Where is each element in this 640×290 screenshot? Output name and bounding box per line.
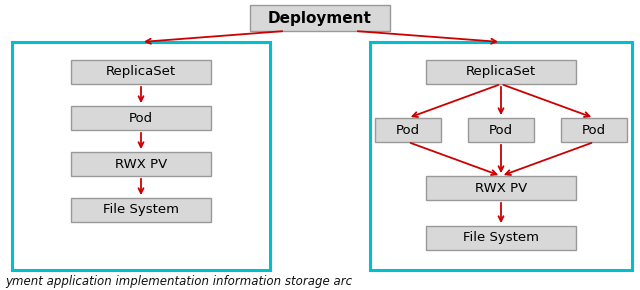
FancyBboxPatch shape: [375, 118, 441, 142]
Text: Pod: Pod: [489, 124, 513, 137]
Text: yment application implementation information storage arc: yment application implementation informa…: [5, 276, 352, 289]
FancyBboxPatch shape: [71, 198, 211, 222]
Text: ReplicaSet: ReplicaSet: [106, 66, 176, 79]
FancyBboxPatch shape: [250, 5, 390, 31]
FancyBboxPatch shape: [71, 60, 211, 84]
FancyBboxPatch shape: [71, 106, 211, 130]
Text: RWX PV: RWX PV: [475, 182, 527, 195]
Text: File System: File System: [463, 231, 539, 244]
FancyBboxPatch shape: [426, 176, 576, 200]
Bar: [370, 42, 632, 270]
FancyBboxPatch shape: [561, 118, 627, 142]
Bar: [12, 42, 270, 270]
FancyBboxPatch shape: [468, 118, 534, 142]
Text: Pod: Pod: [582, 124, 606, 137]
FancyBboxPatch shape: [71, 152, 211, 176]
Text: Deployment: Deployment: [268, 10, 372, 26]
Text: Pod: Pod: [129, 111, 153, 124]
Text: Pod: Pod: [396, 124, 420, 137]
Text: RWX PV: RWX PV: [115, 157, 167, 171]
Text: ReplicaSet: ReplicaSet: [466, 66, 536, 79]
FancyBboxPatch shape: [426, 60, 576, 84]
Text: File System: File System: [103, 204, 179, 217]
FancyBboxPatch shape: [426, 226, 576, 250]
